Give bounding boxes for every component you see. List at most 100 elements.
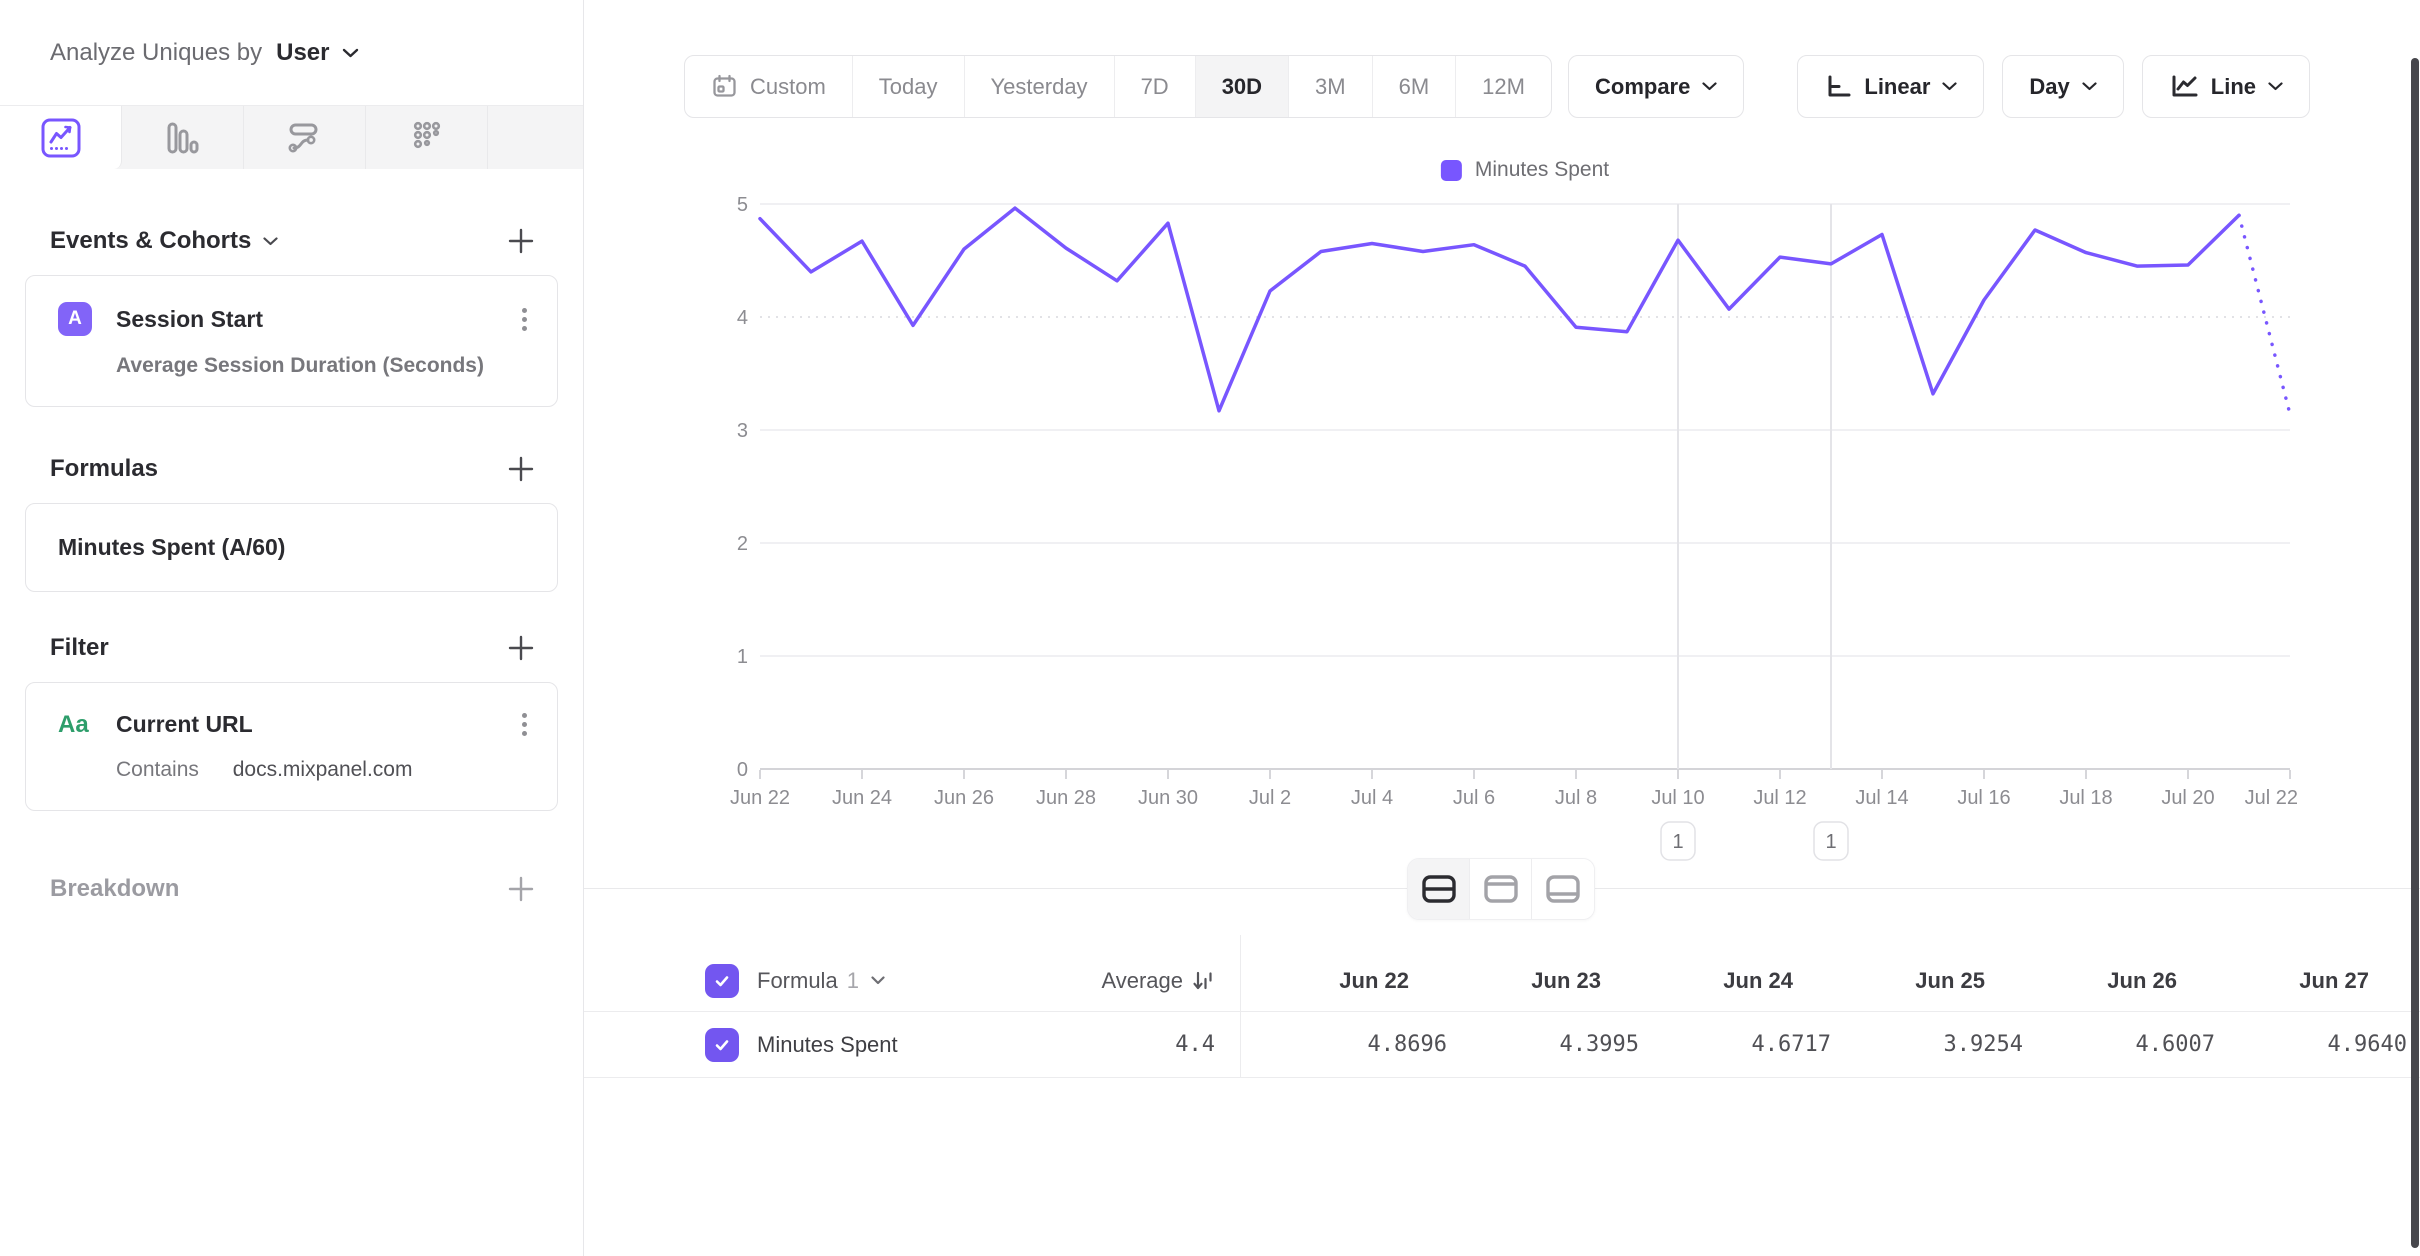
event-name[interactable]: Session Start bbox=[116, 305, 263, 332]
x-axis-label: Jun 26 bbox=[934, 787, 994, 809]
event-card[interactable]: A Session Start Average Session Duration… bbox=[25, 275, 558, 407]
row-checkbox[interactable] bbox=[705, 1027, 739, 1062]
add-filter-button[interactable] bbox=[507, 634, 535, 662]
tab-bar-chart[interactable] bbox=[122, 106, 244, 169]
y-axis-label: 0 bbox=[737, 759, 748, 781]
annotation-badge[interactable]: 1 bbox=[1660, 821, 1696, 861]
y-axis-label: 3 bbox=[737, 420, 748, 442]
chevron-down-icon bbox=[2082, 82, 2097, 91]
split-view-icon bbox=[1421, 875, 1456, 903]
row-series-label: Minutes Spent bbox=[757, 1031, 898, 1057]
average-sort-header[interactable]: Average bbox=[1101, 968, 1215, 994]
x-axis-label: Jul 6 bbox=[1453, 787, 1495, 809]
line-chart-icon bbox=[39, 116, 83, 160]
formula-expression[interactable]: Minutes Spent (A/60) bbox=[58, 534, 286, 560]
x-axis-label: Jul 20 bbox=[2161, 787, 2214, 809]
average-header-label: Average bbox=[1101, 967, 1183, 993]
column-header[interactable]: Jun 22 bbox=[1339, 967, 1409, 993]
date-range-30d[interactable]: 30D bbox=[1195, 56, 1290, 117]
analyze-by-dropdown[interactable]: User bbox=[276, 38, 330, 66]
split-view-button[interactable] bbox=[1408, 859, 1470, 919]
events-section-heading: Events & Cohorts bbox=[0, 227, 583, 255]
y-axis-label: 4 bbox=[737, 307, 748, 329]
interval-dropdown[interactable]: Day bbox=[2002, 55, 2124, 118]
chart-type-label: Line bbox=[2210, 73, 2256, 99]
cell-value: 3.9254 bbox=[1943, 1032, 2023, 1057]
annotation-badge[interactable]: 1 bbox=[1813, 821, 1849, 861]
filter-value[interactable]: docs.mixpanel.com bbox=[232, 758, 413, 781]
flows-icon bbox=[283, 116, 327, 160]
y-axis-label: 1 bbox=[737, 646, 748, 668]
scale-label: Linear bbox=[1864, 73, 1931, 99]
x-axis-label: Jul 16 bbox=[1957, 787, 2010, 809]
results-table: Formula 1 Average Jun 22 Jun 23 Jun 24 Jun … bbox=[584, 935, 2420, 1078]
cell-value: 4.6007 bbox=[2135, 1032, 2215, 1057]
filter-property[interactable]: Current URL bbox=[116, 711, 253, 737]
table-column-divider bbox=[1240, 935, 1241, 1078]
x-axis-label: Jul 4 bbox=[1351, 787, 1393, 809]
add-breakdown-button[interactable] bbox=[507, 875, 535, 903]
bar-chart-icon bbox=[161, 116, 205, 160]
chart-type-dropdown[interactable]: Line bbox=[2141, 55, 2310, 118]
calendar-icon bbox=[713, 74, 736, 97]
column-header[interactable]: Jun 27 bbox=[2299, 967, 2369, 993]
table-row[interactable]: Minutes Spent 4.4 4.8696 4.3995 4.6717 3.92… bbox=[584, 1012, 2420, 1078]
chart-only-view-icon bbox=[1483, 875, 1518, 903]
formulas-section-heading: Formulas bbox=[0, 455, 583, 483]
date-range-today[interactable]: Today bbox=[853, 56, 965, 117]
table-only-view-button[interactable] bbox=[1532, 859, 1594, 919]
tab-bar-filler bbox=[488, 106, 583, 169]
x-axis-label: Jun 28 bbox=[1036, 787, 1096, 809]
date-range-yesterday[interactable]: Yesterday bbox=[965, 56, 1115, 117]
kebab-menu-icon[interactable] bbox=[518, 709, 531, 740]
chevron-down-icon[interactable] bbox=[871, 976, 885, 985]
date-range-7d[interactable]: 7D bbox=[1115, 56, 1196, 117]
date-range-3m[interactable]: 3M bbox=[1289, 56, 1373, 117]
column-header[interactable]: Jun 26 bbox=[2107, 967, 2177, 993]
cell-value: 4.6717 bbox=[1751, 1032, 1831, 1057]
column-header[interactable]: Jun 24 bbox=[1723, 967, 1793, 993]
kebab-menu-icon[interactable] bbox=[518, 304, 531, 335]
date-range-12m[interactable]: 12M bbox=[1482, 73, 1525, 99]
tab-flows[interactable] bbox=[244, 106, 366, 169]
series-group-label[interactable]: Formula bbox=[757, 967, 838, 993]
column-header[interactable]: Jun 23 bbox=[1531, 967, 1601, 993]
svg-text:1: 1 bbox=[1672, 831, 1683, 853]
add-formula-button[interactable] bbox=[507, 455, 535, 483]
y-axis-label: 2 bbox=[737, 533, 748, 555]
chevron-down-icon bbox=[342, 48, 359, 58]
tab-insights[interactable] bbox=[0, 106, 122, 169]
select-all-checkbox[interactable] bbox=[705, 963, 739, 998]
x-axis-label: Jun 22 bbox=[730, 787, 790, 809]
date-range-custom[interactable]: Custom bbox=[685, 56, 853, 117]
query-builder-sidebar: Analyze Uniques by User bbox=[0, 0, 584, 1256]
x-axis-label: Jul 8 bbox=[1555, 787, 1597, 809]
formulas-section-title: Formulas bbox=[50, 455, 159, 482]
chart-settings-group: Linear Day Line bbox=[1797, 55, 2310, 118]
analyze-header: Analyze Uniques by User bbox=[0, 0, 583, 105]
compare-button[interactable]: Compare bbox=[1568, 55, 1745, 118]
formula-card[interactable]: Minutes Spent (A/60) bbox=[25, 503, 558, 592]
svg-text:1: 1 bbox=[1825, 831, 1836, 853]
table-header-row: Formula 1 Average Jun 22 Jun 23 Jun 24 Jun … bbox=[584, 935, 2420, 1078]
x-axis-label: Jul 12 bbox=[1753, 787, 1806, 809]
vertical-scrollbar[interactable] bbox=[2411, 58, 2419, 1248]
chevron-down-icon bbox=[1702, 82, 1717, 91]
tab-retention[interactable] bbox=[366, 106, 488, 169]
line-chart[interactable]: 0 1 2 3 4 5 Jun 22 Jun 24 Jun 26 Jun 28 Jun 30 Jul … bbox=[714, 190, 2314, 862]
filter-operator[interactable]: Contains bbox=[116, 758, 199, 781]
add-event-button[interactable] bbox=[507, 227, 535, 255]
interval-label: Day bbox=[2029, 73, 2070, 99]
series-line bbox=[758, 206, 2241, 413]
chart-only-view-button[interactable] bbox=[1470, 859, 1532, 919]
string-property-icon: Aa bbox=[58, 710, 89, 738]
column-header[interactable]: Jun 25 bbox=[1915, 967, 1985, 993]
event-aggregation[interactable]: Average Session Duration (Seconds) bbox=[116, 354, 484, 377]
table-only-view-icon bbox=[1546, 875, 1580, 903]
series-group-index: 1 bbox=[846, 967, 859, 993]
filter-card[interactable]: Aa Current URL Contains docs.mixpanel.co… bbox=[25, 682, 558, 811]
date-range-6m[interactable]: 6M bbox=[1373, 56, 1457, 117]
chevron-down-icon bbox=[2268, 82, 2283, 91]
row-average-value: 4.4 bbox=[1175, 1032, 1215, 1057]
scale-dropdown[interactable]: Linear bbox=[1797, 55, 1985, 118]
